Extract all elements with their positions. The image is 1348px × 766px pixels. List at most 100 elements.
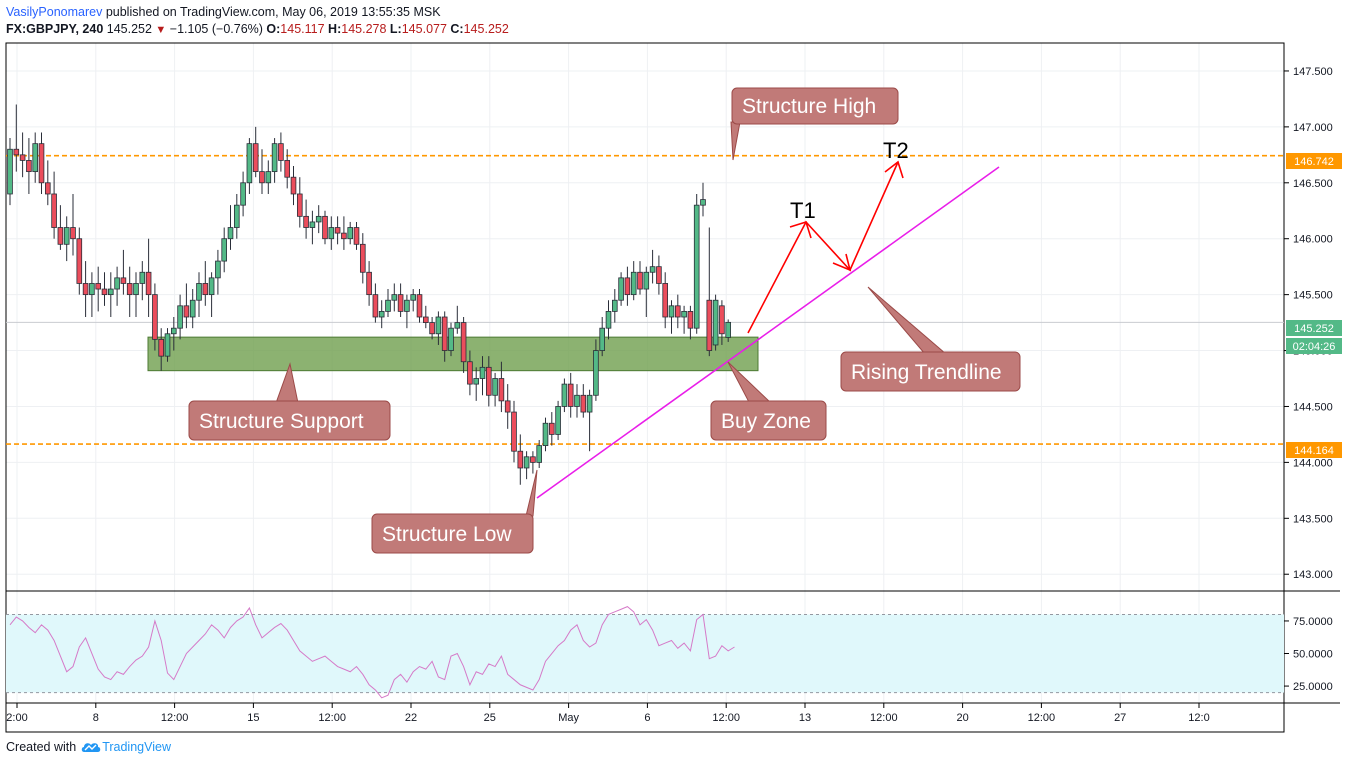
badge-resistance: 146.742 [1286, 153, 1342, 169]
rsi-axis[interactable]: 75.0000 50.0000 25.0000 [1284, 616, 1333, 693]
candle [139, 261, 146, 301]
candle-body-down [284, 160, 290, 178]
candle-body-down [252, 143, 259, 173]
horizontal-levels[interactable] [6, 154, 1284, 445]
candle-body-down [45, 182, 51, 195]
callout-rising-trendline[interactable]: Rising Trendline [840, 286, 1021, 392]
candle [315, 205, 322, 234]
candle-body-down [397, 294, 404, 312]
candle [378, 300, 385, 329]
candle-body-down [353, 227, 360, 245]
candle-body-up [240, 182, 246, 206]
time-tick-label: 12:00 [318, 712, 346, 724]
price-tick-label: 144.000 [1293, 457, 1333, 469]
candle [341, 216, 347, 250]
candle-body-down [202, 283, 209, 296]
candle-body-up [599, 327, 605, 351]
candle [422, 305, 429, 329]
candle-body-down [637, 271, 643, 290]
candle [706, 227, 713, 357]
high-value: 145.278 [341, 22, 387, 36]
time-tick-label: 27 [1114, 712, 1126, 724]
callout-text: Structure Low [382, 523, 512, 546]
candle-body-up [385, 299, 391, 312]
price-change: −1.105 (−0.76%) [169, 22, 263, 36]
candle-body-up [378, 311, 385, 318]
candle [208, 272, 215, 317]
candle [700, 182, 706, 217]
candle-body-up [630, 271, 637, 296]
close-label: C: [450, 22, 464, 36]
grid [6, 43, 1284, 703]
candle-body-up [435, 316, 442, 335]
candle-body-up [315, 215, 322, 223]
candle [19, 132, 26, 178]
tradingview-logo[interactable]: TradingView [80, 740, 171, 754]
t1-label: T1 [790, 198, 816, 223]
candle [567, 372, 574, 418]
candle-body-up [561, 383, 568, 407]
created-with-text: Created with [6, 740, 77, 754]
time-tick-label: 12:0 [1188, 712, 1209, 724]
candle [63, 216, 70, 262]
candle [45, 160, 51, 206]
candle-body-down [341, 232, 347, 240]
candle [265, 160, 272, 194]
callout-structure-low[interactable]: Structure Low [371, 469, 538, 554]
candle-body-up [725, 321, 731, 338]
candle [410, 289, 416, 312]
candle-body-down [26, 160, 32, 173]
candle [158, 328, 165, 371]
candle [366, 261, 372, 306]
candle-body-down [460, 322, 467, 363]
callout-text: Structure Support [199, 410, 364, 433]
candle [397, 283, 404, 317]
badge-bg [1286, 153, 1342, 169]
publisher-line: VasilyPonomarev published on TradingView… [6, 5, 441, 19]
t2-arrowhead-icon [884, 160, 904, 179]
candle-body-down [19, 154, 26, 161]
callout-buy-zone[interactable]: Buy Zone [710, 361, 827, 441]
candle-body-down [82, 283, 89, 296]
candle-body-up [139, 271, 146, 284]
candle-body-up [7, 148, 13, 195]
candle [183, 283, 190, 329]
candle [177, 294, 183, 340]
low-label: L: [389, 22, 402, 36]
candle [712, 294, 719, 351]
candle [359, 233, 366, 284]
badge-text: 146.742 [1294, 156, 1334, 168]
candle [221, 227, 228, 273]
candle [542, 417, 549, 452]
author-link[interactable]: VasilyPonomarev [6, 5, 103, 19]
brand-name: TradingView [102, 740, 171, 754]
callout-structure-high[interactable]: Structure High [730, 87, 899, 161]
callout-text: Rising Trendline [851, 361, 1002, 384]
candle [523, 451, 530, 480]
candle-body-up [473, 378, 479, 385]
target-path [747, 161, 899, 334]
callout-structure-support[interactable]: Structure Support [188, 362, 391, 441]
candle-body-down [687, 311, 694, 329]
target-arrows[interactable] [747, 160, 904, 334]
symbol-name: FX:GBPJPY, 240 [6, 22, 104, 36]
badge-bg [1286, 442, 1342, 458]
rising-trendline[interactable] [536, 166, 1000, 499]
time-axis[interactable]: 2:00 8 12:00 15 12:00 22 25 May 6 12:00 13 12:00 20 1… [6, 703, 1210, 724]
candle [637, 261, 643, 295]
candle-body-up [649, 266, 656, 273]
candle-body-up [712, 299, 719, 346]
candle [504, 384, 511, 429]
callout-pointer [525, 469, 538, 517]
callout-text: Structure High [742, 95, 876, 118]
time-tick-label: 2:00 [6, 712, 27, 724]
candle-body-down [76, 238, 83, 284]
candle [38, 132, 45, 194]
high-label: H: [328, 22, 342, 36]
candle-body-up [164, 333, 171, 357]
candle-body-up [246, 143, 253, 184]
candles [7, 104, 731, 485]
candle-body-up [391, 294, 398, 301]
candle [233, 193, 240, 239]
